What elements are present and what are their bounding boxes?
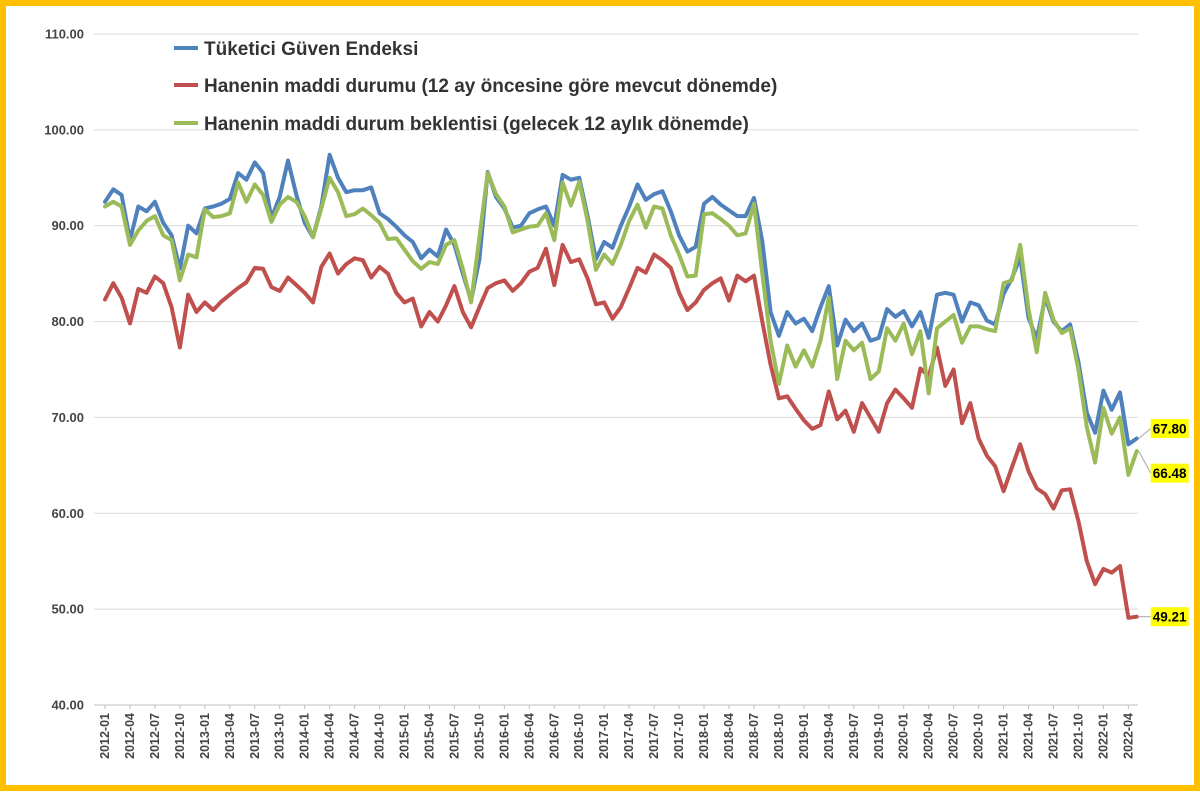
callout-box [1150,419,1189,439]
y-tick-label: 50.00 [51,602,84,617]
legend-label: Tüketici Güven Endeksi [204,39,418,60]
x-tick-label: 2018-04 [722,713,736,759]
x-tick-label: 2014-07 [348,713,362,759]
x-tick-label: 2019-01 [797,713,811,759]
y-tick-label: 70.00 [51,410,84,425]
y-tick-label: 110.00 [45,27,84,42]
y-axis: 40.00 50.00 60.00 70.00 80.00 90.00 100.00 110.… [44,27,84,713]
x-tick-label: 2021-04 [1022,713,1036,759]
x-tick-label: 2015-10 [472,713,486,759]
x-tick-label: 2015-04 [422,713,436,759]
x-tick-label: 2017-10 [672,713,686,759]
x-tick-label: 2020-10 [972,713,986,759]
x-tick-label: 2017-07 [647,713,661,759]
x-tick-label: 2016-10 [572,713,586,759]
x-tick-label: 2017-01 [597,713,611,759]
callout-box [1150,607,1189,627]
callout-box [1150,463,1189,483]
x-tick-label: 2017-04 [622,713,636,759]
x-tick-label: 2016-04 [522,713,536,759]
y-tick-label: 90.00 [51,218,84,233]
x-tick-label: 2012-04 [123,713,137,759]
x-tick-label: 2013-07 [248,713,262,759]
x-tick-label: 2022-01 [1096,713,1110,759]
x-tick-label: 2018-01 [697,713,711,759]
x-tick-label: 2012-10 [173,713,187,759]
x-tick-label: 2019-04 [822,713,836,759]
x-tick-label: 2013-04 [223,713,237,759]
x-tick-label: 2022-04 [1121,713,1135,759]
callout-value: 67.80 [1153,422,1187,437]
y-tick-label: 80.00 [51,314,84,329]
x-tick-label: 2021-07 [1046,713,1060,759]
legend-label: Hanenin maddi durumu (12 ay öncesine gör… [204,76,777,97]
legend-label: Hanenin maddi durum beklentisi (gelecek … [204,114,749,135]
x-tick-label: 2019-10 [872,713,886,759]
x-tick-label: 2014-10 [373,713,387,759]
x-tick-label: 2014-01 [298,713,312,759]
x-tick-label: 2012-01 [98,713,112,759]
callout-leader [1138,428,1152,439]
callout-leader [1138,450,1152,474]
x-tick-label: 2020-07 [947,713,961,759]
y-tick-label: 100.00 [44,122,84,137]
callout-value: 66.48 [1153,466,1187,481]
legend: Tüketici Güven Endeksi Hanenin maddi duru… [174,39,777,135]
x-tick-label: 2016-01 [497,713,511,759]
x-tick-label: 2018-10 [772,713,786,759]
x-tick-label: 2012-07 [148,713,162,759]
series-line-2 [103,242,1139,620]
gridlines [94,33,1138,706]
x-tick-label: 2021-10 [1071,713,1085,759]
x-tick-label: 2018-07 [747,713,761,759]
x-tick-label: 2019-07 [847,713,861,759]
x-tick-label: 2015-07 [447,713,461,759]
x-tick-label: 2020-04 [922,713,936,759]
x-tick-label: 2021-01 [997,713,1011,759]
series-line-1 [103,152,1139,447]
x-tick-label: 2016-07 [547,713,561,759]
series-lines [103,152,1139,620]
x-tick-label: 2020-01 [897,713,911,759]
end-value-callouts: 67.80 49.21 66.48 [1138,419,1189,627]
x-axis: 2012-01 2012-04 2012-07 2012-10 2013-01 2013-… [98,705,1135,759]
x-tick-label: 2015-01 [398,713,412,759]
series-line-3 [103,171,1139,477]
y-tick-label: 60.00 [51,506,84,521]
line-chart: 40.00 50.00 60.00 70.00 80.00 90.00 100.00 110.… [44,27,1189,759]
y-tick-label: 40.00 [51,698,84,713]
x-tick-label: 2013-10 [273,713,287,759]
x-tick-label: 2013-01 [198,713,212,759]
x-tick-label: 2014-04 [323,713,337,759]
callout-value: 49.21 [1153,610,1187,625]
